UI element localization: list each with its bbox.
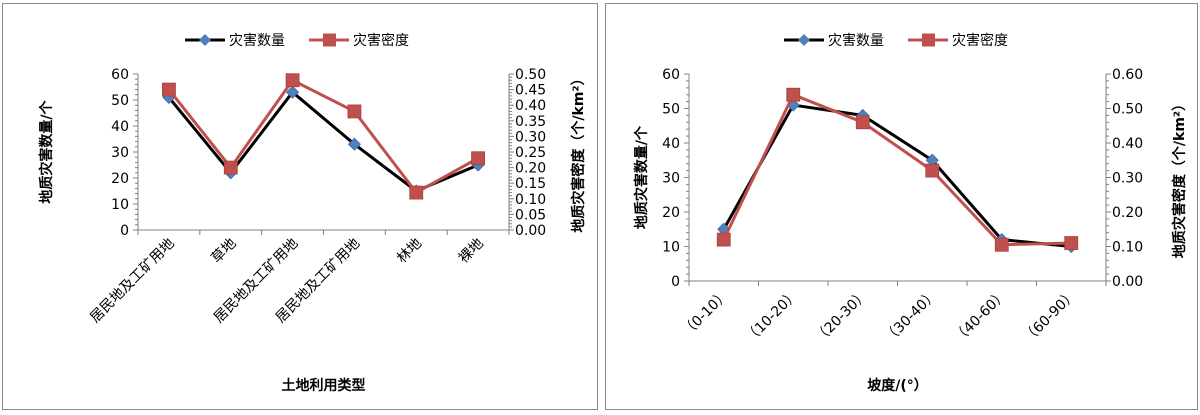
series-density-line: [167, 78, 479, 195]
legend-count-marker: [798, 34, 810, 46]
left-y-tick-label: 50: [662, 102, 680, 118]
series-density-point: [855, 115, 870, 130]
legend-density-marker: [922, 33, 935, 47]
chart-slope-svg: 0 10 20 30 40 50 60 0.00 0.10 0.20 0.30 0.40 0.50 0.6…: [633, 32, 1188, 394]
x-axis-title: 坡度/(°）: [867, 377, 928, 394]
x-category-label: （0-10）: [679, 287, 733, 341]
x-category-label: （10-20）: [742, 287, 802, 347]
right-y-tick-label: 0.30: [515, 129, 546, 145]
right-y-axis-title: 地质灾害密度（个/km²）: [570, 71, 587, 232]
left-y-tick-label: 10: [662, 240, 680, 256]
right-y-tick-label: 0.50: [1112, 102, 1143, 118]
chart-land-use: 0 10 20 30 40 50 60 0.00 0.05 0.10 0.15 0.20 0.25 0.3…: [2, 3, 598, 410]
series-density-point: [786, 87, 801, 102]
x-category-label: 林地: [394, 236, 425, 267]
x-category-label: （40-60）: [951, 287, 1011, 347]
series-density-point: [925, 163, 940, 178]
series-count-line: [167, 90, 479, 193]
right-y-tick-label: 0.15: [515, 176, 546, 192]
right-y-tick-label: 0.10: [1112, 240, 1143, 256]
series-density-point: [409, 185, 424, 200]
left-y-tick-label: 10: [111, 197, 129, 213]
legend-count-marker: [199, 34, 211, 46]
chart-land-use-svg: 01020304050600.000.050.100.150.200.250.3…: [38, 32, 587, 394]
right-y-tick-label: 0.25: [515, 145, 546, 161]
series-count-point: [347, 137, 361, 151]
series-density-point: [994, 237, 1009, 252]
chart-slope: 0 10 20 30 40 50 60 0.00 0.10 0.20 0.30 0.40 0.50 0.6…: [605, 3, 1198, 410]
left-y-tick-label: 20: [111, 171, 129, 187]
x-category-label: （20-30）: [812, 287, 872, 347]
right-y-tick-label: 0.30: [1112, 171, 1143, 187]
series-count-line: [722, 103, 1072, 248]
left-y-tick-label: 40: [111, 119, 129, 135]
right-y-tick-label: 0.35: [515, 114, 546, 130]
right-y-tick-label: 0.00: [1112, 274, 1143, 290]
series-density-point: [285, 73, 300, 88]
left-y-tick-label: 0: [671, 274, 680, 290]
x-category-label: 居民地及工矿用地: [87, 236, 178, 327]
right-y-tick-label: 0.60: [1112, 67, 1143, 83]
series-density-point: [162, 82, 176, 97]
series-density-point: [347, 104, 362, 119]
x-category-label: 裸地: [456, 236, 487, 267]
right-y-tick-label: 0.10: [515, 192, 546, 208]
legend-count-label: 灾害数量: [229, 32, 285, 49]
left-y-tick-label: 60: [111, 67, 129, 83]
legend-density-marker: [323, 33, 336, 47]
left-y-tick-label: 20: [662, 205, 680, 221]
left-y-axis-title: 地质灾害数量/个: [38, 99, 55, 203]
legend-density-label: 灾害密度: [353, 32, 409, 49]
series-density-line: [722, 93, 1072, 247]
series-count-point: [286, 85, 300, 99]
left-y-tick-label: 60: [662, 67, 680, 83]
right-y-tick-label: 0.40: [515, 98, 546, 114]
left-y-tick-label: 50: [111, 93, 129, 109]
right-y-tick-label: 0.20: [515, 161, 546, 177]
left-y-axis-title: 地质灾害数量/个: [633, 125, 650, 229]
right-y-tick-label: 0.05: [515, 207, 546, 223]
series-density-point: [223, 160, 238, 175]
series-density-point: [716, 232, 731, 247]
right-y-tick-label: 0.00: [515, 223, 546, 239]
x-category-label: 草地: [208, 236, 239, 267]
x-category-label: （30-40）: [881, 287, 941, 347]
right-y-tick-label: 0.45: [515, 83, 546, 99]
left-y-tick-label: 30: [111, 145, 129, 161]
right-y-axis-title: 地质灾害密度（个/km²）: [1171, 97, 1188, 258]
right-y-tick-label: 0.20: [1112, 205, 1143, 221]
x-category-label: （60-90）: [1020, 287, 1080, 347]
series-density-point: [1064, 236, 1079, 250]
x-axis-title: 土地利用类型: [282, 377, 366, 394]
series-density-point: [471, 151, 485, 166]
right-y-tick-label: 0.40: [1112, 136, 1143, 152]
right-y-tick-label: 0.50: [515, 67, 546, 83]
legend-density-label: 灾害密度: [952, 32, 1008, 49]
left-y-tick-label: 40: [662, 136, 680, 152]
legend-count-label: 灾害数量: [828, 32, 884, 49]
left-y-tick-label: 0: [120, 223, 129, 239]
left-y-tick-label: 30: [662, 171, 680, 187]
